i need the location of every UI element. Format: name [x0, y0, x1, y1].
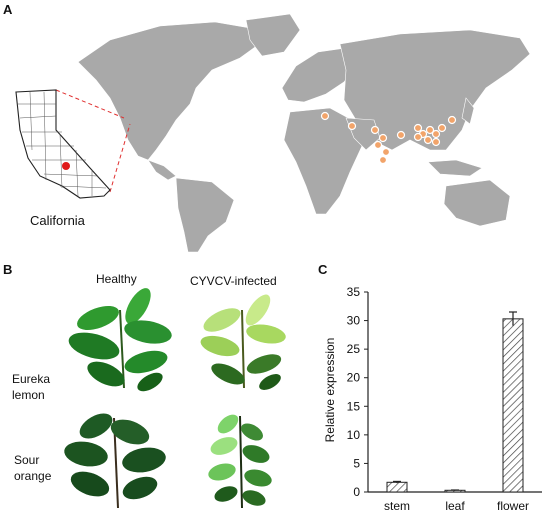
x-tick-label-stem: stem — [384, 499, 410, 513]
central-america-landmass — [147, 159, 177, 181]
map-site-marker — [347, 121, 357, 131]
map-site-marker — [437, 123, 447, 133]
y-tick-label: 20 — [347, 371, 361, 385]
map-site-marker — [320, 111, 330, 121]
california-site-marker — [62, 162, 70, 170]
row-label-sour-orange: Sour orange — [14, 453, 52, 483]
japan-landmass — [461, 97, 475, 125]
indonesia-landmass — [427, 159, 483, 177]
california-label: California — [30, 213, 85, 228]
healthy-column-header: Healthy — [96, 272, 137, 286]
map-site-marker — [396, 130, 406, 140]
map-site-marker — [378, 133, 388, 143]
map-site-marker — [413, 132, 423, 142]
y-tick-label: 5 — [353, 456, 360, 470]
map-site-marker — [425, 125, 435, 135]
bar-flower — [502, 318, 524, 493]
map-site-marker — [370, 125, 380, 135]
map-site-marker — [381, 147, 391, 157]
y-tick-label: 30 — [347, 314, 361, 328]
infected-lemon-leaves — [200, 294, 286, 390]
x-tick-label-flower: flower — [497, 499, 529, 513]
expression-bar-chart: Relative expression 0 5 10 15 20 25 30 35 stem le… — [323, 285, 542, 513]
y-tick-label: 35 — [347, 285, 361, 299]
y-tick-label: 15 — [347, 399, 361, 413]
panel-a-letter: A — [3, 2, 13, 17]
california-inset — [15, 89, 111, 199]
world-map — [15, 13, 531, 253]
y-tick-label: 10 — [347, 428, 361, 442]
healthy-lemon-leaves — [68, 288, 172, 392]
map-site-marker — [447, 115, 457, 125]
north-america-landmass — [77, 21, 263, 161]
y-tick-label: 25 — [347, 342, 361, 356]
map-site-marker — [373, 140, 383, 150]
map-site-marker — [431, 129, 441, 139]
row-label-eureka-lemon: Eureka lemon — [12, 372, 51, 402]
map-site-marker — [431, 137, 441, 147]
infected-sour-orange-leaves — [208, 414, 272, 509]
panel-b-letter: B — [3, 262, 13, 277]
australia-landmass — [443, 179, 511, 227]
map-site-marker — [423, 135, 433, 145]
map-site-marker — [413, 123, 423, 133]
healthy-sour-orange-leaves — [64, 413, 166, 509]
leaf-photographs — [64, 288, 286, 509]
y-axis-label: Relative expression — [323, 338, 337, 443]
y-tick-label: 0 — [353, 485, 360, 499]
bar-stem — [386, 481, 408, 493]
asia-landmass — [339, 29, 531, 151]
inset-connector-top — [55, 89, 125, 119]
x-tick-label-leaf: leaf — [445, 499, 465, 513]
map-site-marker — [378, 155, 388, 165]
inset-connector-bottom — [109, 123, 131, 193]
infected-column-header: CYVCV-infected — [190, 274, 277, 288]
south-america-landmass — [175, 177, 235, 253]
greenland-landmass — [245, 13, 301, 57]
panel-c-letter: C — [318, 262, 328, 277]
